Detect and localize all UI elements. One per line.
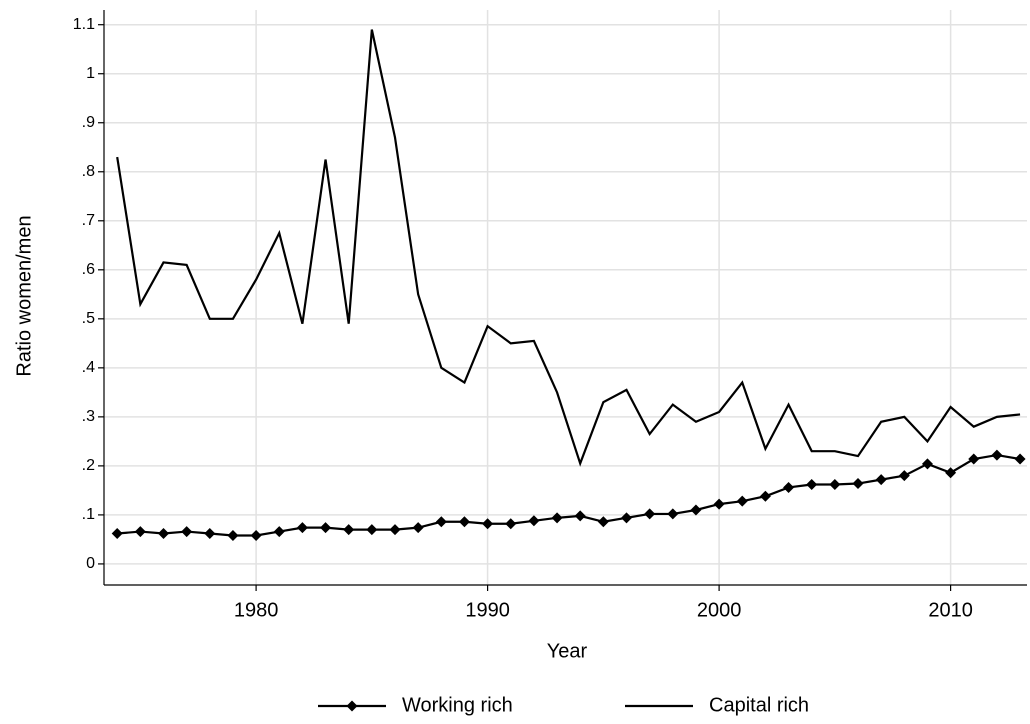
- x-axis-label: Year: [547, 640, 588, 662]
- point-marker: [505, 518, 517, 530]
- point-marker: [783, 481, 795, 493]
- point-marker: [597, 516, 609, 528]
- x-tick-label: 2010: [928, 599, 973, 621]
- point-marker: [736, 495, 748, 507]
- y-tick-label: .3: [82, 408, 95, 425]
- point-marker: [759, 490, 771, 502]
- point-marker: [227, 529, 239, 541]
- point-marker: [667, 508, 679, 520]
- point-marker: [181, 526, 193, 538]
- y-tick-label: .6: [82, 261, 95, 278]
- point-marker: [898, 470, 910, 482]
- point-marker: [412, 522, 424, 534]
- point-marker: [343, 524, 355, 536]
- y-tick-label: .8: [82, 163, 95, 180]
- y-tick-label: 0: [86, 555, 95, 572]
- point-marker: [458, 516, 470, 528]
- x-tick-label: 2000: [697, 599, 742, 621]
- point-marker: [690, 504, 702, 516]
- point-marker: [296, 522, 308, 534]
- point-marker: [273, 526, 285, 538]
- legend-label: Working rich: [402, 694, 513, 716]
- x-tick-label: 1990: [465, 599, 510, 621]
- point-marker: [157, 528, 169, 540]
- y-tick-label: .5: [82, 310, 95, 327]
- point-marker: [134, 526, 146, 538]
- point-marker: [551, 512, 563, 524]
- point-marker: [968, 453, 980, 465]
- y-tick-label: .7: [82, 212, 95, 229]
- point-marker: [875, 474, 887, 486]
- legend: Working rich Capital rich: [318, 694, 809, 716]
- y-tick-label: .4: [82, 359, 95, 376]
- y-tick-label: 1: [86, 65, 95, 82]
- point-marker: [320, 522, 332, 534]
- point-marker: [806, 479, 818, 491]
- point-marker: [528, 515, 540, 527]
- point-marker: [945, 467, 957, 479]
- point-marker: [991, 449, 1003, 461]
- point-marker: [644, 508, 656, 520]
- point-marker: [829, 479, 841, 491]
- y-tick-label: .2: [82, 457, 95, 474]
- point-marker: [435, 516, 447, 528]
- point-marker: [713, 498, 725, 510]
- point-marker: [852, 478, 864, 490]
- point-marker: [250, 529, 262, 541]
- point-marker: [111, 528, 123, 540]
- x-tick-label: 1980: [234, 599, 279, 621]
- point-marker: [482, 518, 494, 530]
- y-tick-label: 1.1: [73, 16, 95, 33]
- point-marker: [366, 524, 378, 536]
- legend-label: Capital rich: [709, 694, 809, 716]
- point-marker: [204, 528, 216, 540]
- legend-marker: [346, 700, 358, 712]
- y-tick-label: .1: [82, 506, 95, 523]
- point-marker: [921, 458, 933, 470]
- y-tick-label: .9: [82, 114, 95, 131]
- y-axis-label: Ratio women/men: [13, 215, 35, 376]
- point-marker: [389, 524, 401, 536]
- point-marker: [1014, 453, 1026, 465]
- point-marker: [621, 512, 633, 524]
- series-line: [116, 29, 1021, 467]
- point-marker: [574, 510, 586, 522]
- series-line: [117, 453, 1021, 537]
